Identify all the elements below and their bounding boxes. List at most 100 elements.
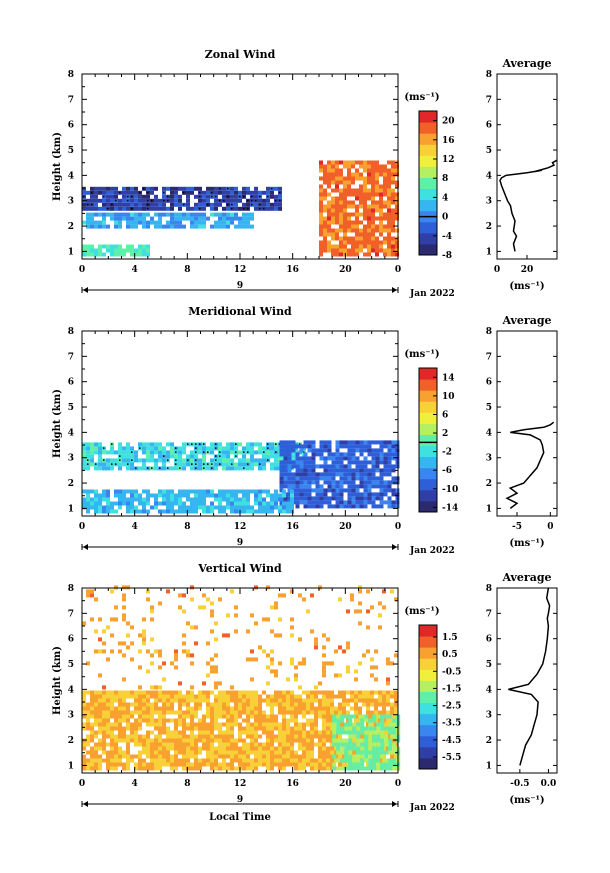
heatmap-cell xyxy=(367,192,371,197)
contour-speck xyxy=(227,195,229,198)
heatmap-cell xyxy=(90,450,94,455)
heatmap-cell xyxy=(391,476,396,481)
heatmap-cell xyxy=(126,497,130,502)
heatmap-cell xyxy=(126,694,130,699)
heatmap-cell xyxy=(355,240,359,245)
heatmap-cell xyxy=(226,694,230,699)
heatmap-cell xyxy=(226,633,230,638)
heatmap-cell xyxy=(222,194,226,199)
heatmap-cell xyxy=(367,248,371,253)
heatmap-cell xyxy=(198,198,202,203)
heatmap-cell xyxy=(94,194,98,199)
heatmap-cell xyxy=(242,694,246,699)
heatmap-cell xyxy=(254,766,258,771)
contour-speck xyxy=(147,191,149,194)
heatmap-cell xyxy=(327,248,331,253)
heatmap-cell xyxy=(138,248,142,253)
heatmap-cell xyxy=(146,450,150,455)
heatmap-cell xyxy=(178,718,182,723)
heatmap-cell xyxy=(190,489,194,494)
heatmap-cell xyxy=(332,714,337,719)
heatmap-cell xyxy=(294,754,298,759)
heatmap-cell xyxy=(375,200,379,205)
profile-x-tick-label: 0 xyxy=(494,265,500,275)
contour-speck xyxy=(195,467,197,469)
heatmap-cell xyxy=(146,698,150,703)
heatmap-cell xyxy=(335,216,339,221)
heatmap-cell xyxy=(154,762,158,767)
heatmap-cell xyxy=(346,710,350,715)
heatmap-cell xyxy=(86,702,90,707)
heatmap-cell xyxy=(262,718,266,723)
heatmap-cell xyxy=(355,248,359,253)
heatmap-cell xyxy=(118,722,122,727)
heatmap-cell xyxy=(387,180,391,185)
heatmap-cell xyxy=(279,484,284,489)
heatmap-cell xyxy=(86,212,90,217)
contour-speck xyxy=(247,451,249,453)
profile-line xyxy=(508,587,551,766)
heatmap-cell xyxy=(330,718,334,723)
heatmap-cell xyxy=(359,240,363,245)
x-tick-label: 16 xyxy=(286,779,299,789)
heatmap-cell xyxy=(347,500,352,505)
heatmap-cell xyxy=(118,702,122,707)
heatmap-cell xyxy=(94,750,98,755)
heatmap-cell xyxy=(238,497,242,502)
heatmap-cell xyxy=(154,462,158,467)
heatmap-cell xyxy=(210,629,214,634)
colorbar-tick-label: -4.5 xyxy=(442,736,461,746)
heatmap-cell xyxy=(351,456,356,461)
heatmap-cell xyxy=(380,714,385,719)
heatmap-cell xyxy=(303,484,308,489)
heatmap-cell xyxy=(323,188,327,193)
colorbar-swatch xyxy=(419,757,437,770)
contour-speck xyxy=(267,443,269,445)
heatmap-cell xyxy=(218,738,222,743)
heatmap-cell xyxy=(380,750,385,755)
heatmap-cell xyxy=(383,236,387,241)
heatmap-cell xyxy=(170,730,174,735)
heatmap-cell xyxy=(374,649,378,654)
heatmap-cell xyxy=(146,220,150,225)
heatmap-cell xyxy=(106,702,110,707)
heatmap-cell xyxy=(110,706,114,711)
heatmap-cell xyxy=(194,216,198,221)
heatmap-cell xyxy=(222,497,226,502)
heatmap-cell xyxy=(186,698,190,703)
heatmap-cell xyxy=(214,665,218,670)
heatmap-cell xyxy=(230,442,234,447)
heatmap-cell xyxy=(130,462,134,467)
heatmap-cell xyxy=(234,206,238,211)
heatmap-cell xyxy=(214,186,218,191)
heatmap-cell xyxy=(302,750,306,755)
heatmap-cell xyxy=(319,484,324,489)
heatmap-cell xyxy=(250,458,254,463)
heatmap-cell xyxy=(190,685,194,690)
heatmap-cell xyxy=(270,497,274,502)
heatmap-cell xyxy=(338,706,342,711)
heatmap-cell xyxy=(110,649,114,654)
heatmap-cell xyxy=(174,726,178,731)
contour-speck xyxy=(235,451,237,453)
heatmap-cell xyxy=(298,710,302,715)
contour-speck xyxy=(175,451,177,453)
heatmap-cell xyxy=(222,762,226,767)
heatmap-cell xyxy=(348,730,353,735)
heatmap-cell xyxy=(383,464,388,469)
heatmap-cell xyxy=(392,722,397,727)
heatmap-cell xyxy=(319,192,323,197)
heatmap-cell xyxy=(322,653,326,658)
heatmap-cell xyxy=(150,746,154,751)
heatmap-cell xyxy=(94,730,98,735)
heatmap-cell xyxy=(327,176,331,181)
heatmap-cell xyxy=(178,493,182,498)
heatmap-cell xyxy=(311,444,316,449)
heatmap-cell xyxy=(214,505,218,510)
heatmap-cell xyxy=(334,649,338,654)
heatmap-cell xyxy=(367,472,372,477)
heatmap-cell xyxy=(355,464,360,469)
heatmap-cell xyxy=(230,742,234,747)
heatmap-cell xyxy=(343,164,347,169)
heatmap-cell xyxy=(282,746,286,751)
